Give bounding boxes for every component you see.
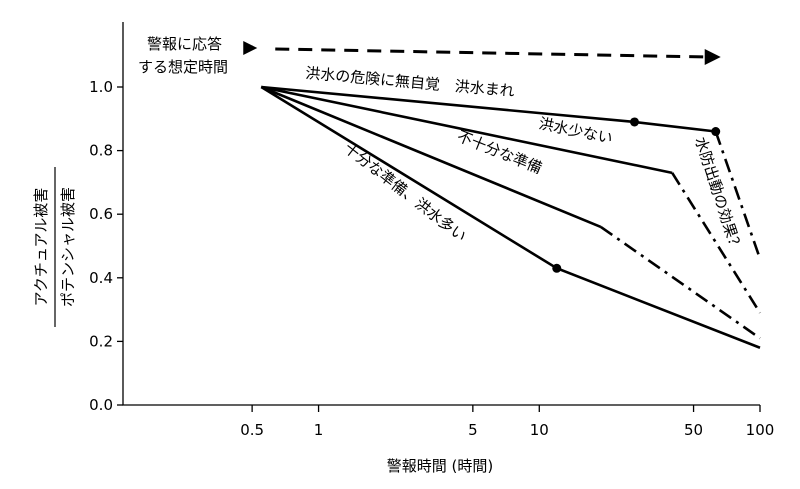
series-2	[260, 85, 762, 314]
x-tick-label-5: 100	[746, 421, 775, 439]
series-3-extrapolation	[600, 225, 761, 340]
response-label-line2: する想定時間	[138, 58, 228, 76]
response-time	[243, 41, 721, 65]
x-tick-label-3: 10	[530, 421, 549, 439]
series-3	[260, 85, 761, 340]
x-tick-label-4: 50	[684, 421, 703, 439]
x-tick-label-2: 5	[468, 421, 478, 439]
y-tick-label-2: 0.4	[89, 269, 113, 287]
y-tick-label-0: 0.0	[89, 396, 113, 414]
series-2-extrapolation	[671, 172, 762, 314]
series-1-marker-1	[711, 127, 721, 137]
series-label-adequate-frequent: 十分な準備、洪水多い	[341, 139, 470, 246]
y-axis-title-top: アクチュアル被害	[32, 188, 50, 307]
y-axis-title-bottom: ポテンシャル被害	[59, 187, 77, 307]
series-1	[261, 85, 762, 260]
series-layer	[260, 85, 762, 349]
response-label-line1: 警報に応答	[147, 35, 222, 53]
series-label-inadequate: 不十分な準備	[455, 127, 545, 177]
y-tick-label-3: 0.6	[89, 205, 113, 223]
response-dashed-line	[275, 47, 707, 59]
series-3-line	[260, 85, 602, 229]
x-axis-title: 警報時間 (時間)	[387, 457, 493, 475]
series-2-line	[260, 85, 673, 175]
x-tick-label-1: 1	[314, 421, 324, 439]
response-dashed-arrow-head	[704, 49, 721, 65]
y-tick-label-5: 1.0	[89, 78, 113, 96]
series-1-marker-0	[629, 117, 639, 127]
axes: 0.0 0.2 0.4 0.6 0.8 1.0 0.5 1 5 10 50 100	[89, 22, 774, 439]
annotations: 警報に応答 する想定時間 洪水の危険に無自覚 洪水まれ 洪水少ない 不十分な準備…	[32, 35, 745, 475]
y-tick-label-1: 0.2	[89, 332, 113, 350]
response-arrow-head	[243, 41, 258, 55]
series-4	[260, 85, 761, 349]
series-1-extrapolation	[714, 131, 762, 260]
series-4-marker-0	[552, 263, 562, 273]
x-tick-label-0: 0.5	[240, 421, 264, 439]
series-4-line	[260, 85, 761, 349]
y-tick-label-4: 0.8	[89, 142, 113, 160]
